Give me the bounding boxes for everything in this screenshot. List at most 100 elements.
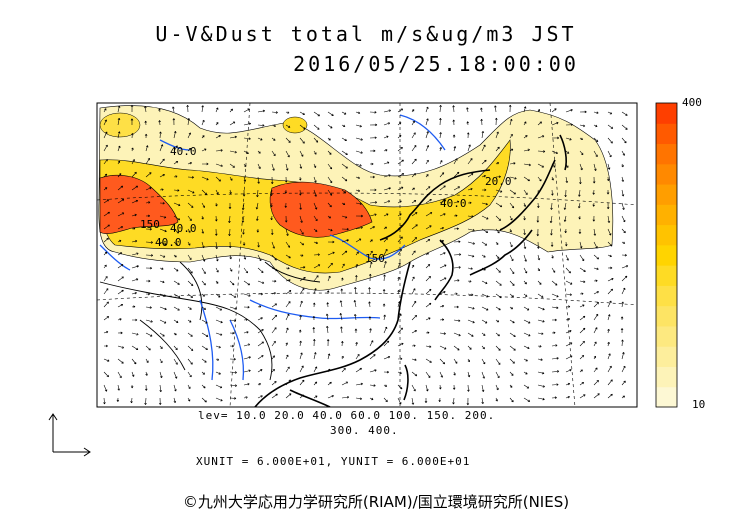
wind-arrow bbox=[131, 265, 139, 269]
wind-arrow bbox=[495, 358, 501, 365]
dust-core-west bbox=[99, 175, 179, 234]
wind-arrow bbox=[243, 280, 250, 286]
wind-arrow bbox=[327, 202, 332, 208]
wind-arrow bbox=[593, 302, 600, 308]
wind-arrow bbox=[313, 288, 317, 295]
wind-arrow bbox=[201, 319, 208, 324]
wind-arrow bbox=[481, 254, 486, 258]
wind-arrow bbox=[425, 239, 431, 243]
wind-arrow bbox=[579, 267, 586, 272]
wind-arrow bbox=[117, 331, 123, 335]
wind-arrow bbox=[578, 228, 582, 234]
wind-arrow bbox=[145, 345, 151, 351]
contour-label: 40.0 bbox=[155, 236, 182, 249]
wind-arrow bbox=[201, 119, 205, 126]
wind-arrow bbox=[355, 176, 360, 180]
wind-arrow bbox=[453, 279, 460, 282]
wind-arrow bbox=[173, 280, 180, 285]
wind-arrow bbox=[341, 355, 344, 360]
wind-arrow bbox=[439, 172, 445, 178]
wind-arrow bbox=[271, 163, 275, 171]
wind-arrow bbox=[481, 215, 489, 220]
wind-arrow bbox=[201, 202, 206, 208]
wind-arrow bbox=[523, 135, 528, 139]
wind-arrow bbox=[425, 252, 429, 256]
wind-arrow bbox=[257, 292, 263, 296]
wind-arrow bbox=[411, 212, 418, 217]
wind-arrow bbox=[481, 228, 489, 233]
wind-arrow bbox=[257, 176, 260, 184]
wind-arrow bbox=[299, 365, 304, 373]
wind-arrow bbox=[397, 224, 403, 230]
wind-arrow bbox=[620, 328, 624, 334]
wind-arrow bbox=[103, 330, 109, 334]
wind-arrow bbox=[621, 150, 625, 156]
wind-arrow bbox=[369, 397, 374, 401]
wind-arrow bbox=[173, 384, 177, 392]
wind-arrow bbox=[453, 371, 456, 376]
wind-arrow bbox=[285, 313, 290, 321]
wind-arrow bbox=[606, 189, 610, 195]
wind-arrow bbox=[145, 266, 153, 270]
wind-arrow bbox=[382, 303, 386, 308]
wind-arrow bbox=[159, 228, 167, 233]
wind-arrow bbox=[579, 292, 584, 296]
wind-arrow bbox=[509, 397, 514, 403]
wind-arrow bbox=[579, 137, 583, 140]
wind-arrow bbox=[439, 213, 446, 217]
wind-arrow bbox=[229, 344, 234, 348]
wind-arrow bbox=[606, 202, 610, 210]
wind-arrow bbox=[229, 371, 237, 374]
dust-patch bbox=[282, 116, 308, 134]
wind-arrow bbox=[201, 189, 208, 195]
wind-arrow bbox=[523, 332, 531, 337]
wind-arrow bbox=[257, 150, 261, 154]
wind-arrow bbox=[593, 254, 600, 260]
wind-arrow bbox=[103, 237, 109, 243]
wind-arrow bbox=[327, 395, 334, 399]
wind-arrow bbox=[593, 150, 598, 158]
wind-arrow bbox=[495, 397, 498, 402]
contour-label: 20.0 bbox=[485, 175, 512, 188]
wind-arrow bbox=[480, 118, 483, 126]
wind-arrow bbox=[564, 228, 568, 234]
wind-arrow bbox=[284, 202, 288, 208]
wind-arrow bbox=[495, 306, 501, 311]
wind-arrow bbox=[215, 135, 221, 139]
wind-arrow bbox=[383, 200, 391, 204]
wind-arrow bbox=[537, 371, 545, 375]
wind-arrow bbox=[565, 109, 573, 113]
wind-arrow bbox=[579, 150, 584, 156]
wind-arrow bbox=[172, 106, 175, 113]
wind-arrow bbox=[117, 117, 121, 126]
wind-arrow bbox=[579, 354, 585, 360]
wind-arrow bbox=[481, 319, 488, 324]
wind-arrow bbox=[495, 189, 503, 193]
wind-arrow bbox=[327, 275, 331, 282]
wind-arrow bbox=[285, 366, 290, 373]
wind-arrow bbox=[425, 106, 429, 113]
wind-arrow bbox=[467, 187, 473, 191]
wind-arrow bbox=[495, 319, 500, 323]
wind-arrow bbox=[355, 367, 362, 373]
wind-arrow bbox=[438, 397, 442, 403]
wind-arrow bbox=[326, 339, 330, 347]
wind-arrow bbox=[313, 395, 318, 399]
wind-arrow bbox=[481, 293, 489, 298]
wind-arrow bbox=[481, 384, 485, 392]
wind-arrow bbox=[551, 331, 556, 335]
colorbar-swatch bbox=[656, 325, 677, 347]
wind-arrow bbox=[551, 189, 554, 196]
wind-arrow bbox=[550, 241, 554, 247]
wind-arrow bbox=[257, 137, 263, 141]
wind-arrow bbox=[187, 306, 192, 310]
wind-arrow bbox=[201, 135, 205, 139]
wind-arrow bbox=[425, 159, 429, 165]
wind-arrow bbox=[285, 379, 291, 386]
contour-levels-cont: 300. 400. bbox=[330, 424, 399, 437]
wind-arrow bbox=[579, 280, 586, 283]
wind-arrow bbox=[607, 215, 611, 223]
wind-arrow bbox=[187, 332, 193, 337]
wind-arrow bbox=[117, 105, 121, 113]
wind-arrow bbox=[159, 144, 164, 152]
